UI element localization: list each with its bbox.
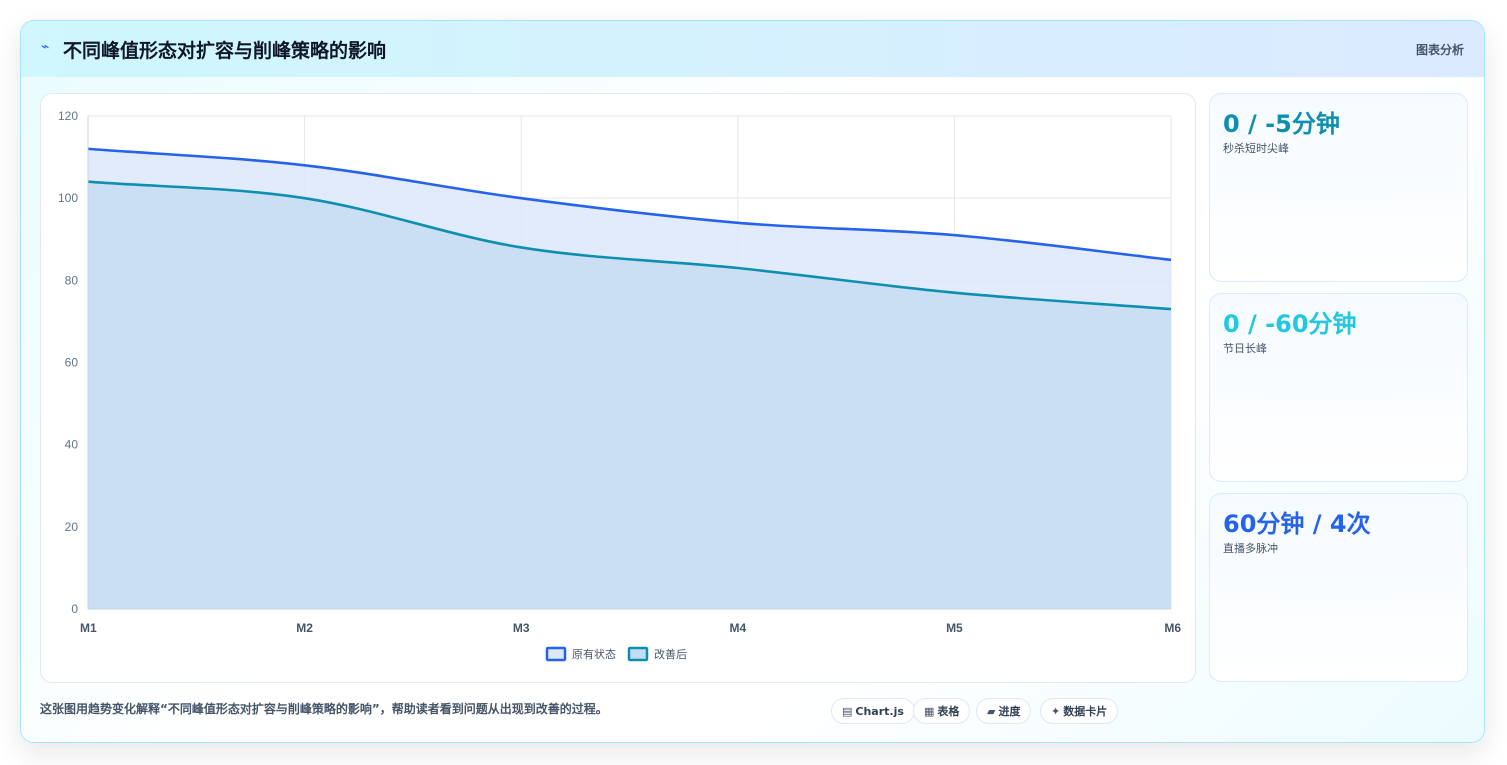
pill-table[interactable]: ▦ 表格 bbox=[913, 698, 971, 724]
sparkle-icon: ✦ bbox=[1051, 705, 1061, 718]
y-tick-label: 40 bbox=[65, 438, 79, 452]
pill-label: 表格 bbox=[937, 705, 960, 718]
stat-card-holiday-peak: 0 / -60分钟 节日长峰 bbox=[1209, 293, 1468, 482]
stat-label: 节日长峰 bbox=[1223, 342, 1267, 355]
chart-card: ⌁ 不同峰值形态对扩容与削峰策略的影响 图表分析 0 20 40 60 80 100 120… bbox=[20, 20, 1485, 743]
y-tick-label: 100 bbox=[58, 191, 78, 205]
y-tick-label: 60 bbox=[65, 356, 79, 370]
legend-swatch bbox=[545, 646, 567, 662]
x-tick-label: M1 bbox=[80, 621, 97, 635]
series-area bbox=[88, 181, 1171, 609]
pill-label: Chart.js bbox=[855, 705, 904, 718]
legend-label: 改善后 bbox=[654, 647, 687, 661]
y-tick-label: 0 bbox=[71, 602, 78, 616]
page-title: 不同峰值形态对扩容与削峰策略的影响 bbox=[63, 40, 387, 62]
chart-panel: 0 20 40 60 80 100 120 M1 M2 M3 M4 M5 M6 原有状态 改善后 bbox=[40, 93, 1196, 683]
x-tick-label: M4 bbox=[729, 621, 746, 635]
x-tick-label: M5 bbox=[946, 621, 963, 635]
pill-data-cards[interactable]: ✦ 数据卡片 bbox=[1040, 698, 1119, 724]
pill-progress[interactable]: ▰ 进度 bbox=[976, 698, 1032, 724]
stat-value: 0 / -60分钟 bbox=[1223, 310, 1357, 338]
series-line bbox=[87, 147, 1172, 262]
stat-value: 0 / -5分钟 bbox=[1223, 110, 1340, 138]
stat-label: 直播多脉冲 bbox=[1223, 542, 1278, 555]
progress-icon: ▰ bbox=[987, 705, 996, 718]
area-chart: 0 20 40 60 80 100 120 M1 M2 M3 M4 M5 M6 原有状态 改善后 bbox=[58, 109, 1181, 662]
x-tick-label: M3 bbox=[513, 621, 530, 635]
y-tick-label: 20 bbox=[65, 520, 79, 534]
header-tag: 图表分析 bbox=[1415, 43, 1464, 57]
pill-label: 进度 bbox=[998, 705, 1021, 718]
table-icon: ▦ bbox=[924, 705, 935, 718]
stat-label: 秒杀短时尖峰 bbox=[1223, 142, 1289, 155]
chart-description: 这张图用趋势变化解释“不同峰值形态对扩容与削峰策略的影响”，帮助读者看到问题从出… bbox=[40, 702, 608, 716]
chart-icon: ▤ bbox=[842, 705, 853, 718]
y-tick-label: 120 bbox=[58, 109, 78, 123]
legend-label: 原有状态 bbox=[572, 647, 616, 661]
stat-card-live-pulse: 60分钟 / 4次 直播多脉冲 bbox=[1209, 493, 1468, 682]
legend-swatch bbox=[627, 646, 649, 662]
x-tick-label: M6 bbox=[1164, 621, 1181, 635]
stat-value: 60分钟 / 4次 bbox=[1223, 510, 1371, 538]
x-tick-label: M2 bbox=[296, 621, 313, 635]
series-line bbox=[87, 180, 1172, 311]
stat-card-flash-sale: 0 / -5分钟 秒杀短时尖峰 bbox=[1209, 93, 1468, 282]
y-tick-label: 80 bbox=[65, 273, 79, 287]
chart-trend-icon: ⌁ bbox=[41, 39, 50, 55]
pill-label: 数据卡片 bbox=[1063, 705, 1108, 718]
pill-chartjs[interactable]: ▤ Chart.js bbox=[831, 698, 915, 724]
card-header: ⌁ 不同峰值形态对扩容与削峰策略的影响 图表分析 bbox=[21, 21, 1484, 77]
